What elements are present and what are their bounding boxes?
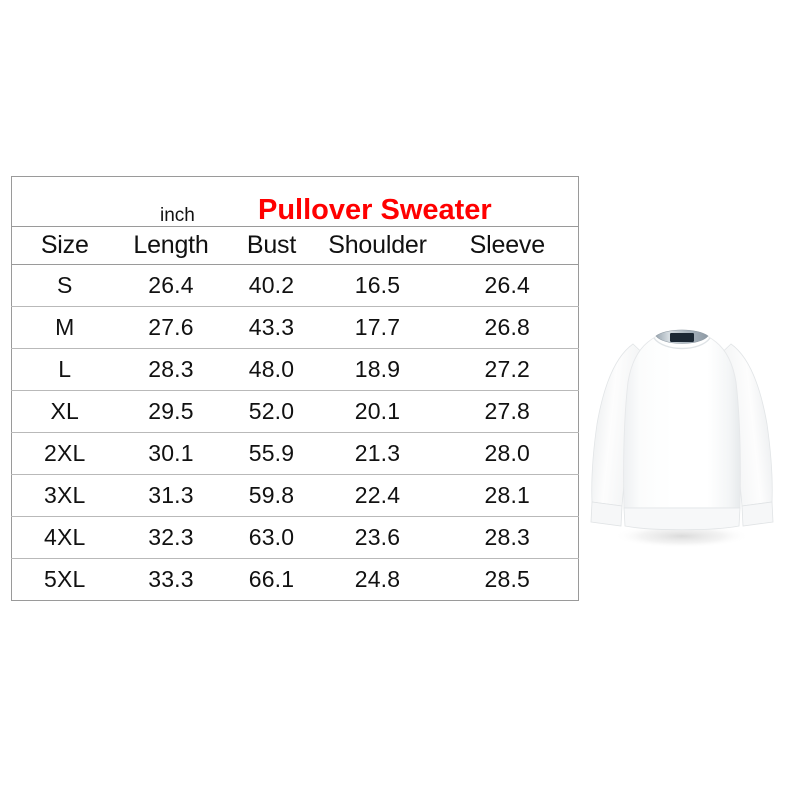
cell-bust: 48.0	[224, 348, 319, 391]
column-header-length: Length	[117, 226, 225, 265]
cell-shoulder: 22.4	[318, 474, 437, 517]
cell-shoulder: 23.6	[318, 516, 437, 559]
cell-size: M	[11, 306, 118, 349]
column-header-bust: Bust	[224, 226, 319, 265]
cell-shoulder: 17.7	[318, 306, 437, 349]
table-row: XL 29.5 52.0 20.1 27.8	[11, 390, 579, 433]
cell-size: 4XL	[11, 516, 118, 559]
cell-shoulder: 24.8	[354, 566, 401, 592]
cell-length: 31.3	[117, 474, 225, 517]
column-header-shoulder: Shoulder	[318, 226, 437, 265]
cell-size: XL	[11, 390, 118, 433]
cell-size: 5XL	[43, 566, 86, 592]
cell-length: 27.6	[117, 306, 225, 349]
cell-sleeve: 26.4	[436, 264, 579, 307]
table-header-row: Size Length Bust Shoulder Sleeve	[11, 226, 579, 265]
cuff-right	[741, 501, 774, 527]
neck-label-icon	[670, 333, 694, 342]
cell-bust: 66.1	[248, 566, 295, 592]
sweatshirt-body	[623, 329, 741, 509]
table-row: 2XL 30.1 55.9 21.3 28.0	[11, 432, 579, 475]
waistband	[623, 507, 741, 531]
table-row: L 28.3 48.0 18.9 27.2	[11, 348, 579, 391]
photo-shadow	[614, 524, 750, 548]
cell-length: 28.3	[117, 348, 225, 391]
cuff-left	[590, 501, 623, 527]
chart-title-cell: inch Pullover Sweater	[11, 176, 579, 227]
cell-sleeve: 28.1	[436, 474, 579, 517]
cell-shoulder: 21.3	[318, 432, 437, 475]
table-row: 5XL 33.3 66.1 24.8 28.5	[12, 559, 579, 601]
table-row: S 26.4 40.2 16.5 26.4	[11, 264, 579, 307]
cell-length: 33.3	[148, 566, 194, 592]
cell-length: 32.3	[117, 516, 225, 559]
cell-sleeve: 26.8	[436, 306, 579, 349]
chart-title-row: inch Pullover Sweater	[11, 176, 579, 227]
product-photo-sweatshirt	[586, 312, 778, 552]
cell-sleeve: 27.2	[436, 348, 579, 391]
cell-length: 30.1	[117, 432, 225, 475]
cell-bust: 55.9	[224, 432, 319, 475]
column-header-size: Size	[11, 226, 118, 265]
page-title: Pullover Sweater	[258, 194, 492, 226]
table-row: 3XL 31.3 59.8 22.4 28.1	[11, 474, 579, 517]
cell-bust: 59.8	[224, 474, 319, 517]
cell-bust: 43.3	[224, 306, 319, 349]
cell-size: 3XL	[11, 474, 118, 517]
unit-label: inch	[160, 205, 195, 226]
cell-shoulder: 18.9	[318, 348, 437, 391]
cell-bust: 52.0	[224, 390, 319, 433]
size-chart-table: inch Pullover Sweater Size Length Bust S…	[11, 176, 580, 601]
cell-shoulder: 20.1	[318, 390, 437, 433]
cell-shoulder: 16.5	[318, 264, 437, 307]
title-band: inch Pullover Sweater	[12, 177, 578, 226]
cell-sleeve: 28.0	[436, 432, 579, 475]
cell-size: 2XL	[11, 432, 118, 475]
neckline	[653, 337, 711, 350]
cell-bust: 63.0	[224, 516, 319, 559]
cell-sleeve: 28.3	[436, 516, 579, 559]
cell-bust: 40.2	[224, 264, 319, 307]
table-row: M 27.6 43.3 17.7 26.8	[11, 306, 579, 349]
cell-length: 29.5	[117, 390, 225, 433]
cell-sleeve: 28.5	[484, 566, 531, 592]
column-header-sleeve: Sleeve	[436, 226, 579, 265]
cell-length: 26.4	[117, 264, 225, 307]
cell-size: L	[11, 348, 118, 391]
table-row: 4XL 32.3 63.0 23.6 28.3	[11, 516, 579, 559]
cell-sleeve: 27.8	[436, 390, 579, 433]
cell-size: S	[11, 264, 118, 307]
